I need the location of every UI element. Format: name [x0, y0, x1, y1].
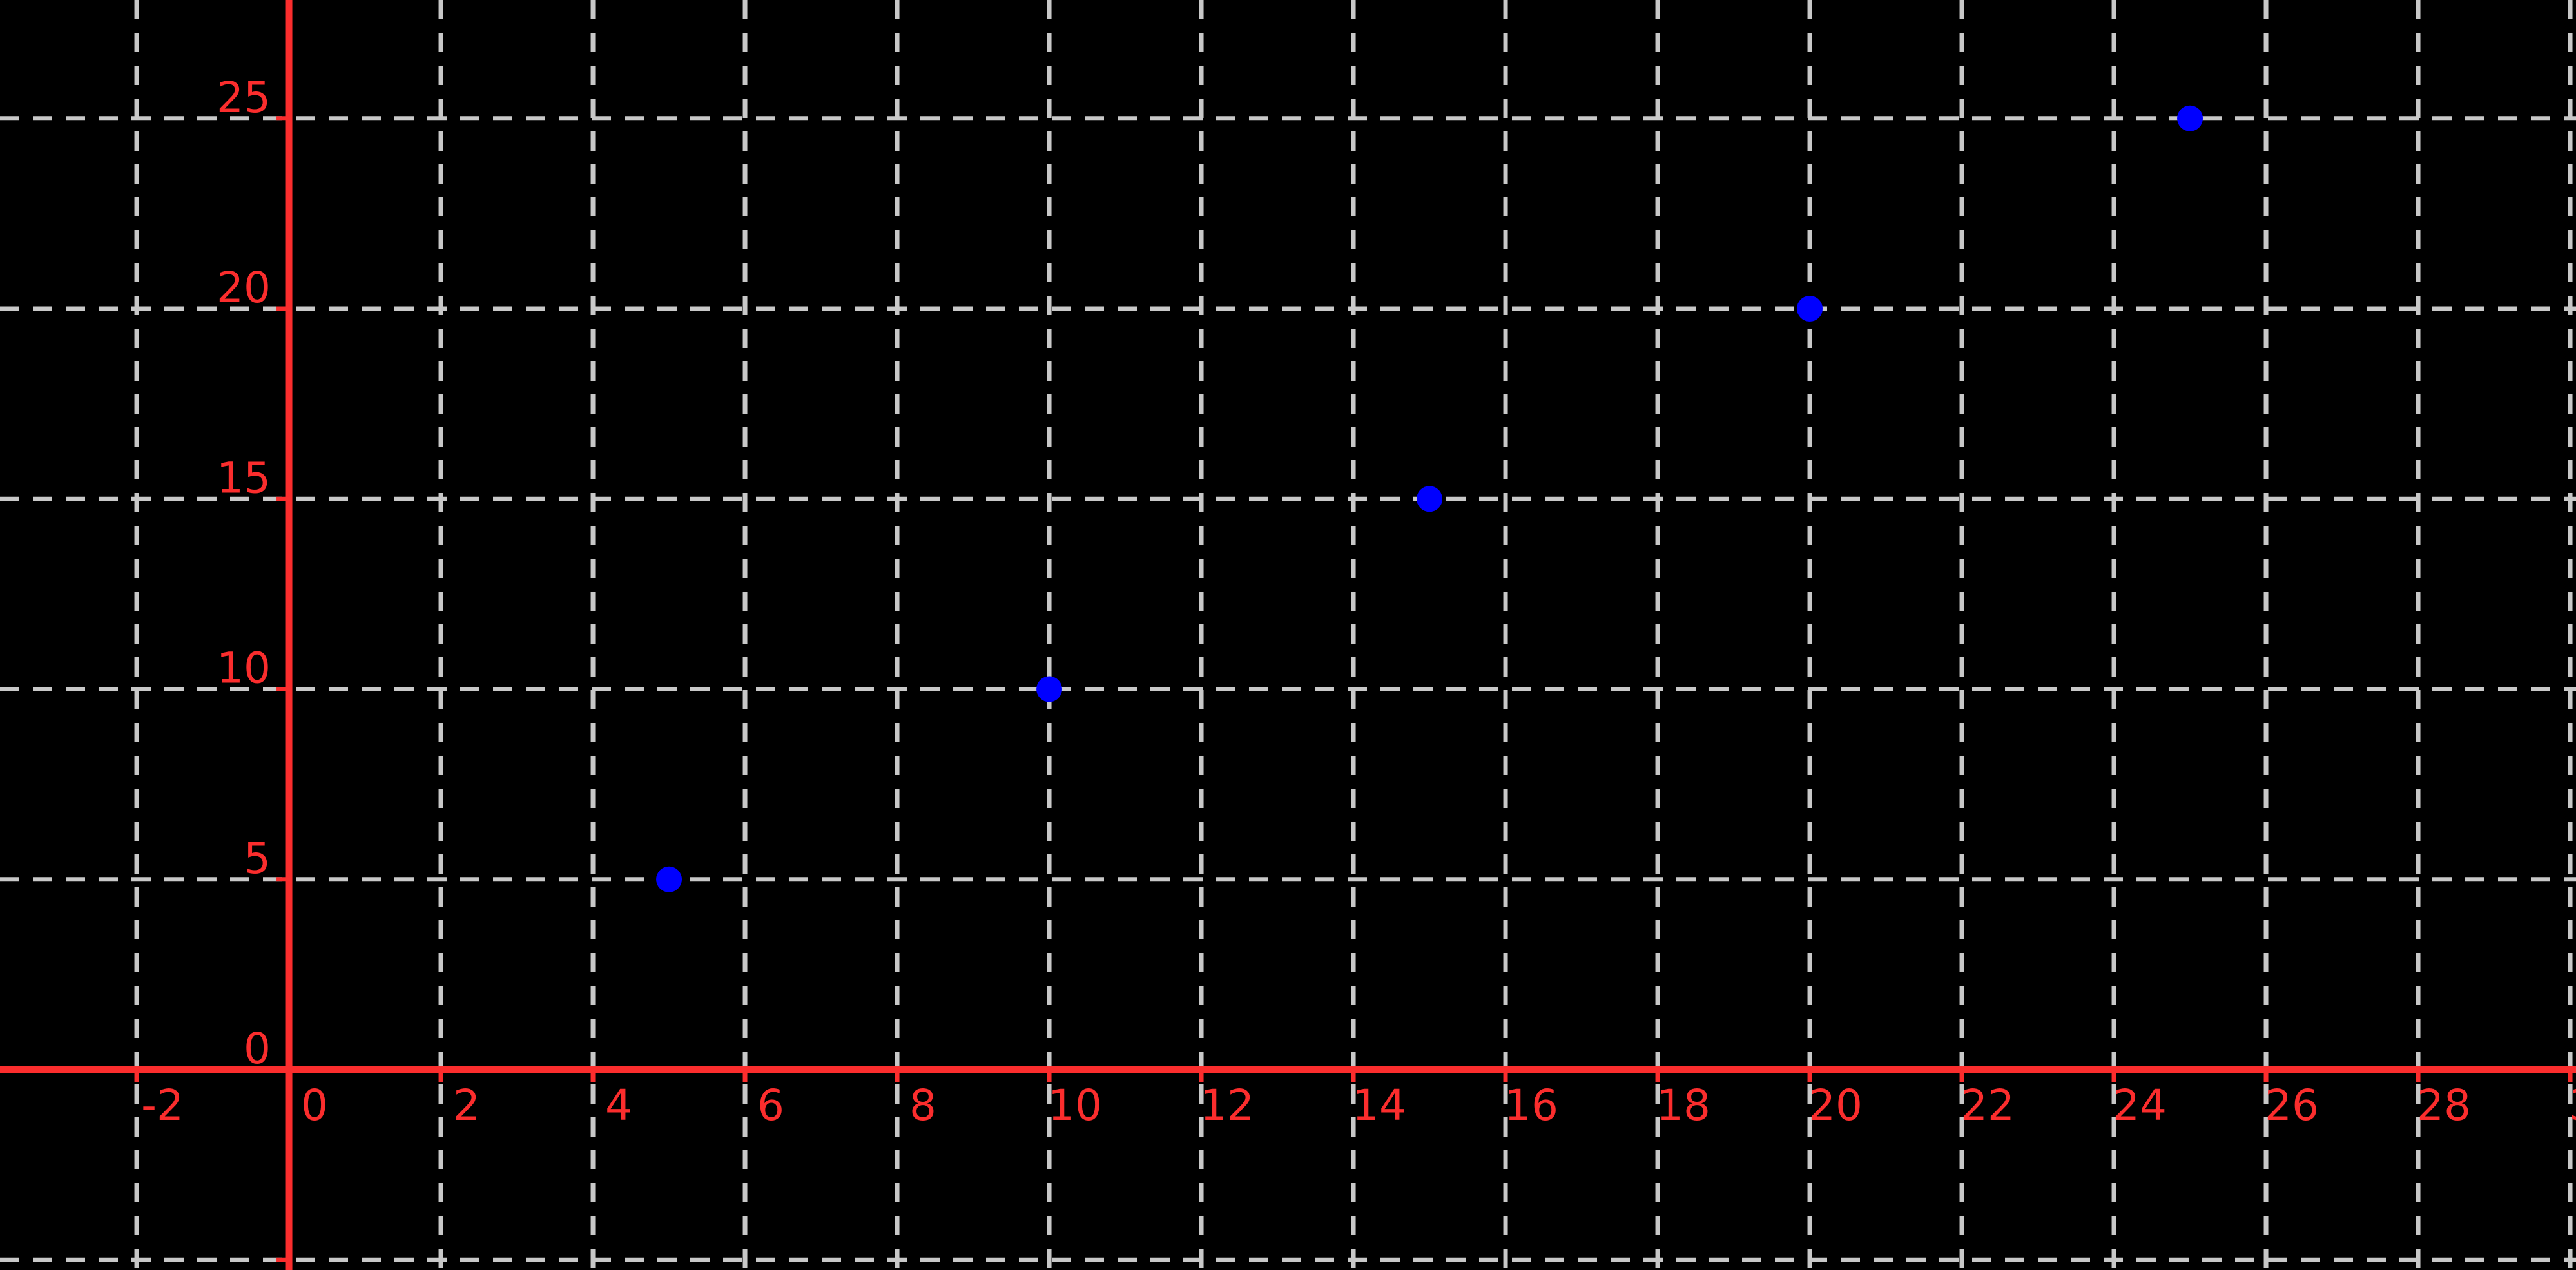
x-tick-label: 20 [1808, 1081, 1863, 1130]
y-tick-label: 20 [217, 263, 271, 313]
data-point [1417, 486, 1443, 512]
y-tick-label: 5 [244, 834, 271, 883]
x-tick-label: 22 [1961, 1081, 2015, 1130]
x-tick-label: -2 [141, 1081, 184, 1130]
data-point [1036, 676, 1063, 702]
x-tick-label: 4 [605, 1081, 632, 1130]
x-tick-label: 2 [453, 1081, 480, 1130]
y-tick-label: 10 [217, 644, 271, 693]
tick-label-layer: -20246810121416182022242628300510152025 [141, 73, 2576, 1130]
data-point [2177, 105, 2203, 131]
y-tick-label: 0 [244, 1024, 271, 1073]
y-tick-label: 15 [217, 453, 271, 503]
x-tick-label: 14 [1352, 1081, 1406, 1130]
x-tick-label: 30 [2569, 1081, 2576, 1130]
data-point [1797, 296, 1823, 322]
data-point [656, 866, 683, 892]
x-tick-label: 26 [2265, 1081, 2319, 1130]
x-tick-label: 18 [1656, 1081, 1710, 1130]
data-point-layer [656, 105, 2203, 892]
y-tick-label: 25 [217, 73, 271, 122]
x-tick-label: 24 [2113, 1081, 2167, 1130]
x-tick-label: 6 [757, 1081, 784, 1130]
tick-layer [134, 116, 2573, 1262]
x-tick-label: 28 [2417, 1081, 2471, 1130]
x-tick-label: 8 [909, 1081, 936, 1130]
x-tick-label: 10 [1048, 1081, 1102, 1130]
x-tick-label: 12 [1200, 1081, 1254, 1130]
x-tick-label: 16 [1504, 1081, 1558, 1130]
x-tick-label: 0 [301, 1081, 328, 1130]
